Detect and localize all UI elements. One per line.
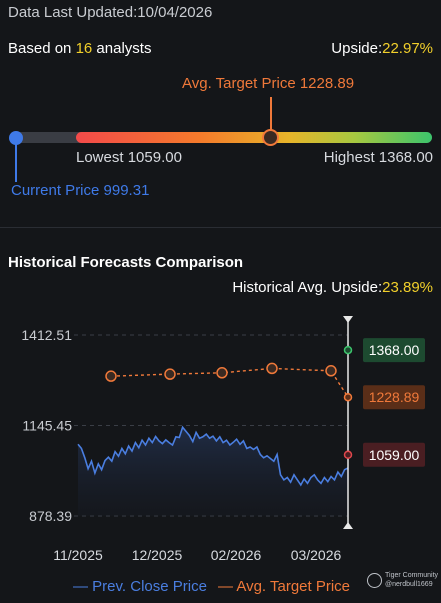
current-date-arrow-top [343, 316, 353, 323]
lowest-target-label: Lowest 1059.00 [76, 149, 182, 166]
x-tick-label-2: 02/2026 [211, 547, 262, 563]
current-date-arrow-bottom [343, 522, 353, 529]
tiger-logo-icon [367, 572, 382, 588]
historical-upside-text: Historical Avg. Upside:23.89% [232, 279, 433, 296]
x-tick-label-3: 03/2026 [291, 547, 342, 563]
close-price-line [77, 425, 349, 487]
upside-label: Upside: [331, 40, 383, 57]
avg-target-point-1 [164, 368, 176, 380]
historical-upside-label: Historical Avg. Upside: [232, 279, 383, 296]
current-price-marker[interactable] [9, 131, 23, 145]
avg-target-line [110, 367, 349, 398]
section-divider [0, 227, 441, 228]
x-tick-label-1: 12/2025 [132, 547, 183, 563]
watermark-brand: Tiger Community [385, 572, 439, 579]
close-price-area [78, 427, 348, 516]
historical-forecast-chart: 1412.51 1145.45 878.39 11/2025 12/2025 02/202… [21, 316, 425, 563]
updated-label: Data Last Updated: [8, 4, 138, 21]
y-tick-label-1: 1145.45 [22, 418, 72, 434]
marker-dot-1 [343, 392, 353, 402]
marker-box-0 [363, 338, 425, 363]
avg-target-point-0 [105, 370, 117, 382]
avg-target-point-2 [216, 367, 228, 379]
analyst-count-text: Based on 16 analysts [8, 40, 151, 57]
marker-label-1: 1228.89 [369, 389, 420, 405]
upside-value: 22.97% [382, 40, 433, 57]
avg-target-marker[interactable] [262, 129, 279, 146]
marker-label-2: 1059.00 [369, 447, 420, 463]
legend-avg-label: Avg. Target Price [236, 578, 351, 595]
legend-close-label: Prev. Close Price [92, 578, 207, 595]
avg-target-point-4 [325, 365, 337, 377]
historical-title: Historical Forecasts Comparison [8, 254, 244, 271]
marker-box-2 [363, 442, 425, 467]
based-prefix: Based on [8, 40, 76, 57]
marker-dot-0 [343, 345, 353, 355]
y-tick-label-0: 1412.51 [21, 327, 72, 343]
updated-date: 10/04/2026 [137, 4, 213, 21]
current-price-label: Current Price 999.31 [11, 182, 150, 199]
legend-avg-target[interactable]: — Avg. Target Price [218, 578, 351, 595]
historical-upside-value: 23.89% [382, 279, 433, 296]
analysts-count: 16 [75, 40, 93, 57]
marker-dot-2 [343, 450, 353, 460]
avg-target-point-3 [266, 362, 278, 375]
highest-target-label: Highest 1368.00 [323, 149, 433, 166]
marker-label-0: 1368.00 [369, 342, 420, 358]
marker-box-1 [363, 385, 425, 410]
avg-target-label: Avg. Target Price 1228.89 [182, 75, 355, 92]
watermark-user: @nerdbull1669 [385, 581, 433, 588]
data-updated-text: Data Last Updated:10/04/2026 [8, 4, 212, 21]
current-price-pointer [15, 140, 17, 182]
avg-target-pointer [270, 97, 272, 133]
upside-text: Upside:22.97% [331, 40, 433, 57]
tiger-community-watermark: Tiger Community @nerdbull1669 [367, 571, 438, 589]
x-tick-label-0: 11/2025 [53, 547, 103, 563]
y-tick-label-2: 878.39 [29, 508, 72, 524]
based-suffix: analysts [92, 40, 152, 57]
legend-close-price[interactable]: — Prev. Close Price [73, 578, 207, 595]
price-range-gradient [76, 132, 432, 143]
